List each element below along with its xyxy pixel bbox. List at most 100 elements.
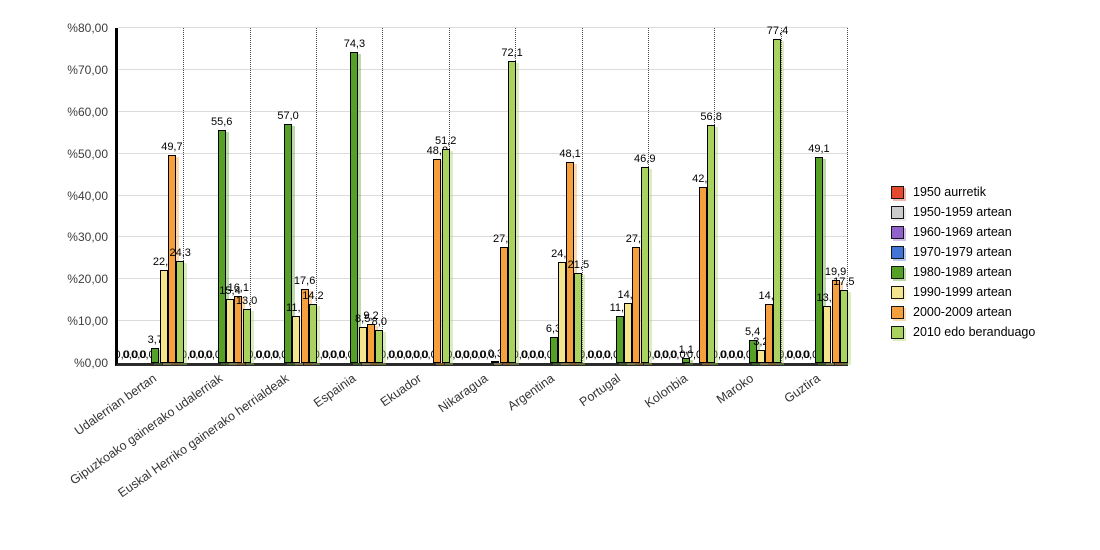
bar-value-label: 21,5 <box>567 258 590 271</box>
bar-value-label: 0,0 <box>595 349 611 361</box>
legend-item: 1960-1969 artean <box>891 226 1035 239</box>
bar-value-label: 27,6 <box>493 233 515 246</box>
bar-value-label: 0,0 <box>379 349 396 361</box>
bar <box>300 289 309 363</box>
group-separator <box>249 28 251 363</box>
bar-value-label: 0,0 <box>247 349 263 361</box>
group-separator <box>581 28 583 363</box>
x-category-label: Udalerrian bertan <box>71 371 159 439</box>
bar-value-label: 0,0 <box>338 349 354 361</box>
legend-label: 2000-2009 artean <box>913 305 1012 319</box>
bar-value-label: 0,0 <box>205 349 222 361</box>
bar-value-label: 6,3 <box>545 322 562 335</box>
bar-value-label: 48,8 <box>426 144 449 157</box>
legend-swatch <box>891 226 904 239</box>
bar-value-label: 46,9 <box>634 152 656 165</box>
x-category-label: Ekuador <box>378 371 425 410</box>
y-tick-label: %80,00 <box>67 21 108 35</box>
gridline <box>118 236 848 238</box>
bar-value-label: 0,0 <box>421 349 437 361</box>
bar-value-label: 55,6 <box>210 116 233 129</box>
bar-value-label: 0,0 <box>471 349 487 361</box>
bar-value-label: 0,0 <box>330 349 346 361</box>
legend-label: 1960-1969 artean <box>913 225 1012 239</box>
y-tick-label: %10,00 <box>67 314 108 329</box>
bar <box>176 261 185 363</box>
bar <box>814 157 823 363</box>
plot-area: 0,0 0,0 0,0 0,0 0,0 0,0 0,0 0,0 0,0 0,0 0,0 0,0 0,0 0… <box>114 25 855 366</box>
bar-value-label: 16,1 <box>227 281 249 294</box>
legend-swatch <box>891 266 904 279</box>
bar-value-label: 0,0 <box>114 349 130 361</box>
legend-item: 1950-1959 artean <box>891 206 1035 219</box>
bar-value-label: 0,0 <box>388 349 404 361</box>
bar-value-label: 0,0 <box>670 349 686 361</box>
bar-value-label: 11,2 <box>609 302 631 315</box>
legend-swatch <box>891 246 904 259</box>
legend-swatch <box>891 326 904 339</box>
bar-value-label: 17,5 <box>833 275 855 288</box>
bar-value-label: 0,0 <box>396 349 412 361</box>
legend-item: 1950 aurretik <box>891 186 1035 199</box>
legend-swatch <box>891 286 904 299</box>
bar <box>773 38 782 363</box>
bar-value-label: 17,6 <box>293 275 316 288</box>
bar-value-label: 0,0 <box>736 349 752 361</box>
legend-item: 1970-1979 artean <box>891 246 1035 259</box>
legend-item: 2010 edo beranduago <box>891 326 1035 339</box>
bar-value-label: 0,0 <box>479 349 495 361</box>
bar <box>284 124 293 363</box>
x-category-label: Portugal <box>577 371 624 410</box>
bar <box>615 316 624 363</box>
bar-value-label: 14,0 <box>758 290 780 303</box>
bar-value-label: 49,1 <box>808 143 830 156</box>
bar-value-label: 0,0 <box>122 349 139 361</box>
legend-label: 1950 aurretik <box>913 185 986 199</box>
bar-value-label: 0,0 <box>587 349 603 361</box>
group-separator <box>382 28 384 363</box>
bar-value-label: 3,7 <box>147 333 163 346</box>
bar-value-label: 0,0 <box>803 349 819 361</box>
bar-value-label: 24,3 <box>169 247 191 260</box>
legend-item: 2000-2009 artean <box>891 306 1035 319</box>
bar <box>367 324 375 363</box>
bar-value-label: 0,3 <box>487 347 504 360</box>
bar <box>242 308 251 363</box>
y-tick-label: %20,00 <box>67 272 108 287</box>
bar <box>375 329 384 363</box>
bar <box>557 262 566 363</box>
bar-value-label: 14,2 <box>302 289 324 302</box>
bar <box>292 316 301 363</box>
bar <box>225 298 234 363</box>
bar-value-label: 72,1 <box>501 47 523 60</box>
bar-value-label: 0,0 <box>653 349 669 361</box>
bar-value-label: 0,0 <box>413 349 429 361</box>
bar <box>566 161 575 363</box>
bar-value-label: 0,0 <box>131 349 147 361</box>
bar-value-label: 0,0 <box>686 349 703 361</box>
legend-swatch <box>891 206 904 219</box>
bar-value-label: 24,1 <box>551 248 573 261</box>
bar <box>823 306 832 363</box>
bar-value-label: 0,0 <box>512 349 528 361</box>
group-separator <box>183 28 185 363</box>
y-axis: %0,00 %10,00 %20,00 %30,00 %40,00 %50,00 %60,0… <box>0 22 108 369</box>
x-category-label: Maroko <box>714 371 757 407</box>
bar-value-label: 0,0 <box>404 349 421 361</box>
bar-value-label: 13,0 <box>235 294 258 307</box>
legend-item: 1980-1989 artean <box>891 266 1035 279</box>
y-tick-label: %50,00 <box>67 146 108 161</box>
legend-swatch <box>891 306 904 319</box>
gridline <box>118 68 848 70</box>
x-category-label: Guztira <box>781 371 823 406</box>
bar-value-label: 0,0 <box>720 349 736 361</box>
x-category-label: Nikaragua <box>436 371 491 416</box>
bar-value-label: 0,0 <box>139 349 155 361</box>
bar-value-label: 3,2 <box>753 335 769 348</box>
bar <box>640 166 649 363</box>
gridline <box>118 152 848 154</box>
bar-value-label: 0,0 <box>728 349 744 361</box>
x-category-label: Euskal Herriko gainerako herrialdeak <box>115 371 292 501</box>
bar-value-label: 13,5 <box>816 292 838 305</box>
